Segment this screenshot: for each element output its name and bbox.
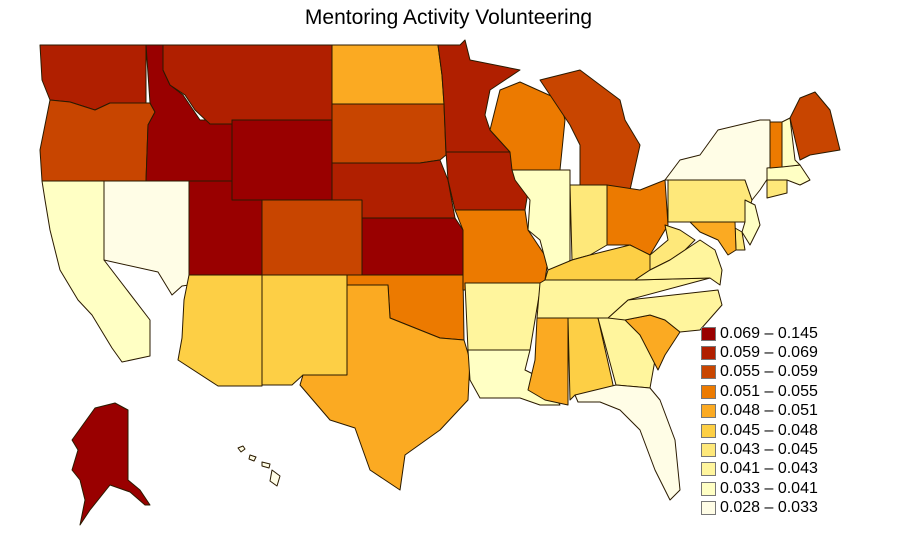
state-vt — [769, 121, 783, 169]
state-ms — [527, 317, 569, 406]
state-hi — [237, 445, 281, 487]
legend-item: 0.041 – 0.043 — [701, 460, 818, 479]
state-nc — [607, 289, 723, 333]
legend-swatch — [701, 326, 716, 341]
legend-label: 0.028 – 0.033 — [720, 499, 818, 517]
legend-item: 0.033 – 0.041 — [701, 479, 818, 498]
state-me — [789, 91, 841, 161]
state-nj — [741, 199, 761, 246]
state-nm — [261, 274, 348, 386]
legend-label: 0.033 – 0.041 — [720, 479, 818, 497]
map-legend: 0.069 – 0.145 0.059 – 0.069 0.055 – 0.05… — [701, 324, 818, 518]
state-ar — [464, 282, 541, 351]
legend-swatch — [701, 404, 716, 419]
legend-label: 0.051 – 0.055 — [720, 382, 818, 400]
legend-label: 0.069 – 0.145 — [720, 324, 818, 342]
state-ne — [331, 159, 456, 219]
legend-item: 0.028 – 0.033 — [701, 499, 818, 518]
legend-label: 0.048 – 0.051 — [720, 402, 818, 420]
state-sd — [331, 103, 447, 164]
state-ks — [361, 217, 464, 276]
legend-swatch — [701, 346, 716, 361]
state-wy — [231, 119, 333, 201]
state-md — [689, 221, 737, 256]
legend-item: 0.051 – 0.055 — [701, 382, 818, 401]
legend-item: 0.043 – 0.045 — [701, 440, 818, 459]
state-az — [177, 274, 263, 387]
legend-swatch — [701, 423, 716, 438]
legend-label: 0.043 – 0.045 — [720, 441, 818, 459]
legend-swatch — [701, 365, 716, 380]
legend-swatch — [701, 501, 716, 516]
state-nh — [781, 117, 801, 168]
state-co — [261, 199, 363, 276]
legend-label: 0.059 – 0.069 — [720, 344, 818, 362]
legend-label: 0.041 – 0.043 — [720, 460, 818, 478]
state-mi — [539, 69, 641, 191]
legend-item: 0.048 – 0.051 — [701, 402, 818, 421]
legend-item: 0.069 – 0.145 — [701, 324, 818, 343]
legend-swatch — [701, 462, 716, 477]
legend-swatch — [701, 443, 716, 458]
legend-item: 0.055 – 0.059 — [701, 363, 818, 382]
state-il — [511, 169, 571, 281]
legend-item: 0.059 – 0.069 — [701, 343, 818, 362]
state-ak — [71, 402, 151, 526]
legend-swatch — [701, 481, 716, 496]
legend-label: 0.055 – 0.059 — [720, 363, 818, 381]
state-nd — [331, 44, 445, 105]
state-or — [39, 99, 156, 182]
state-pa — [667, 179, 753, 223]
state-in — [569, 184, 608, 261]
state-tx — [299, 284, 471, 491]
state-oh — [606, 179, 669, 256]
legend-swatch — [701, 384, 716, 399]
state-va — [634, 239, 723, 286]
state-mn — [437, 39, 521, 153]
state-ct — [766, 179, 788, 199]
legend-item: 0.045 – 0.048 — [701, 421, 818, 440]
state-fl — [574, 384, 681, 501]
legend-label: 0.045 – 0.048 — [720, 421, 818, 439]
chart-title: Mentoring Activity Volunteering — [304, 6, 593, 29]
